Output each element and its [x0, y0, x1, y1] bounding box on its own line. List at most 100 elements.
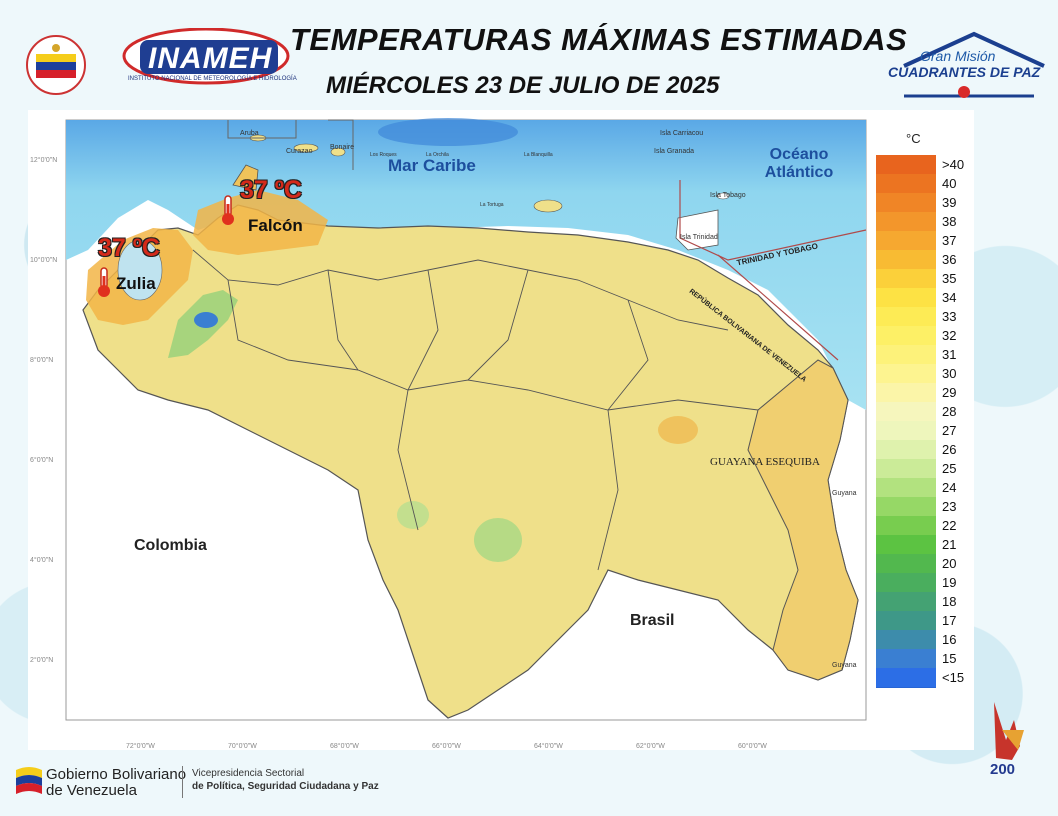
lat-tick-6: 6°0'0"N	[30, 456, 53, 464]
maritime-boundary-bonaire	[328, 119, 354, 170]
label-carriacou: Isla Carriacou	[660, 130, 704, 137]
label-los-roques: Los Roques	[370, 152, 397, 158]
vicepresidencia-line-1: Vicepresidencia Sectorial	[192, 768, 305, 779]
thermometer-icon	[96, 266, 112, 298]
maritime-boundary-abc	[227, 120, 297, 139]
legend-row: 25	[876, 459, 976, 479]
legend-swatch	[876, 630, 936, 650]
legend-label: 22	[942, 518, 957, 533]
forecast-date: MIÉRCOLES 23 DE JULIO DE 2025	[326, 72, 720, 99]
lon-tick-64: 64°0'0"W	[534, 742, 563, 750]
lake-maracaibo	[117, 239, 163, 301]
curazao-island	[293, 143, 319, 153]
legend-row: 17	[876, 611, 976, 631]
label-isla-tobago: Isla Tobago	[710, 192, 746, 199]
legend-swatch	[876, 459, 936, 479]
falcon-temp: 37 ºC	[240, 176, 302, 204]
legend-label: 30	[942, 366, 957, 381]
zulia-state-label: Zulia	[116, 274, 156, 293]
maritime-boundary-east	[717, 254, 839, 361]
label-la-tortuga: La Tortuga	[480, 202, 504, 208]
legend-row: 34	[876, 288, 976, 308]
legend-row: 22	[876, 516, 976, 536]
legend-row: 40	[876, 174, 976, 194]
label-curazao: Curazao	[286, 148, 313, 155]
legend-swatch	[876, 212, 936, 232]
label-oceano-atlantico: Océano Atlántico	[764, 146, 834, 181]
guayana-esequiba-region	[747, 359, 859, 681]
legend-row: 36	[876, 250, 976, 270]
legend-row: 20	[876, 554, 976, 574]
page-title: TEMPERATURAS MÁXIMAS ESTIMADAS	[290, 22, 908, 57]
legend-label: 26	[942, 442, 957, 457]
label-aruba: Aruba	[240, 130, 259, 137]
legend-swatch	[876, 592, 936, 612]
lon-tick-72: 72°0'0"W	[126, 742, 155, 750]
latitude-ticks: 12°0'0"N 10°0'0"N 8°0'0"N 6°0'0"N 4°0'0"…	[30, 156, 57, 664]
paraguana-peninsula	[232, 164, 259, 191]
legend-label: 29	[942, 385, 957, 400]
legend-label: 15	[942, 651, 957, 666]
margarita-island	[533, 199, 563, 213]
lat-tick-12: 12°0'0"N	[30, 156, 57, 164]
legend-label: 28	[942, 404, 957, 419]
venezuela-map: 12°0'0"N 10°0'0"N 8°0'0"N 6°0'0"N 4°0'0"…	[30, 118, 867, 750]
legend-row: 37	[876, 231, 976, 251]
bicentenario-number: 200	[990, 761, 1015, 778]
legend-label: 34	[942, 290, 957, 305]
legend-label: 19	[942, 575, 957, 590]
legend-swatch	[876, 535, 936, 555]
legend-label: 39	[942, 195, 957, 210]
legend-label: 33	[942, 309, 957, 324]
legend-swatch	[876, 421, 936, 441]
legend-label: <15	[942, 670, 965, 685]
map-frame: 12°0'0"N 10°0'0"N 8°0'0"N 6°0'0"N 4°0'0"…	[28, 110, 974, 750]
legend-row: 39	[876, 193, 976, 213]
deep-sea-patch	[378, 118, 518, 146]
legend-label: 17	[942, 613, 957, 628]
legend-row: 24	[876, 478, 976, 498]
legend-row: 38	[876, 212, 976, 232]
legend-swatch	[876, 668, 936, 688]
legend-row: 15	[876, 649, 976, 669]
inameh-logo-subtitle: INSTITUTO NACIONAL DE METEOROLOGÍA E HID…	[128, 76, 297, 82]
legend-swatch	[876, 345, 936, 365]
lat-tick-8: 8°0'0"N	[30, 356, 53, 364]
legend-swatch	[876, 402, 936, 422]
bonaire-island	[330, 147, 346, 157]
label-mar-caribe: Mar Caribe	[388, 156, 476, 175]
legend-label: 31	[942, 347, 957, 362]
legend-label: 32	[942, 328, 957, 343]
zulia-temp: 37 ºC	[98, 234, 160, 262]
bicentenario-logo: 200	[984, 700, 1034, 790]
tobago-island	[716, 192, 730, 200]
footer-divider	[182, 766, 183, 798]
trinidad-island	[675, 209, 719, 251]
bolivar-hot-patch	[658, 416, 698, 444]
legend-swatch	[876, 440, 936, 460]
state-borders	[192, 249, 759, 571]
legend-label: 27	[942, 423, 957, 438]
legend-swatch	[876, 174, 936, 194]
inameh-logo: INAMEH INSTITUTO NACIONAL DE METEOROLOGÍ…	[122, 28, 297, 90]
legend-swatch	[876, 554, 936, 574]
legend-row: 19	[876, 573, 976, 593]
gobierno-flag-icon	[16, 767, 42, 794]
legend-swatch	[876, 326, 936, 346]
andes-coldest-zone	[194, 312, 218, 328]
label-guyana-north: Guyana	[832, 490, 857, 497]
maritime-boundary-trinidad	[679, 180, 867, 261]
south-green-patch-1	[474, 518, 522, 562]
legend-swatch	[876, 478, 936, 498]
lon-tick-66: 66°0'0"W	[432, 742, 461, 750]
cuadrantes-logo-big: CUADRANTES DE PAZ	[888, 64, 1041, 80]
legend-row: 31	[876, 345, 976, 365]
legend-swatch	[876, 155, 936, 175]
legend-swatch	[876, 231, 936, 251]
longitude-ticks: 72°0'0"W 70°0'0"W 68°0'0"W 66°0'0"W 64°0…	[126, 742, 767, 750]
falcon-state-label: Falcón	[248, 216, 303, 235]
legend-swatch	[876, 516, 936, 536]
legend-swatch	[876, 288, 936, 308]
header: INAMEH INSTITUTO NACIONAL DE METEOROLOGÍ…	[0, 0, 1058, 110]
lon-tick-70: 70°0'0"W	[228, 742, 257, 750]
